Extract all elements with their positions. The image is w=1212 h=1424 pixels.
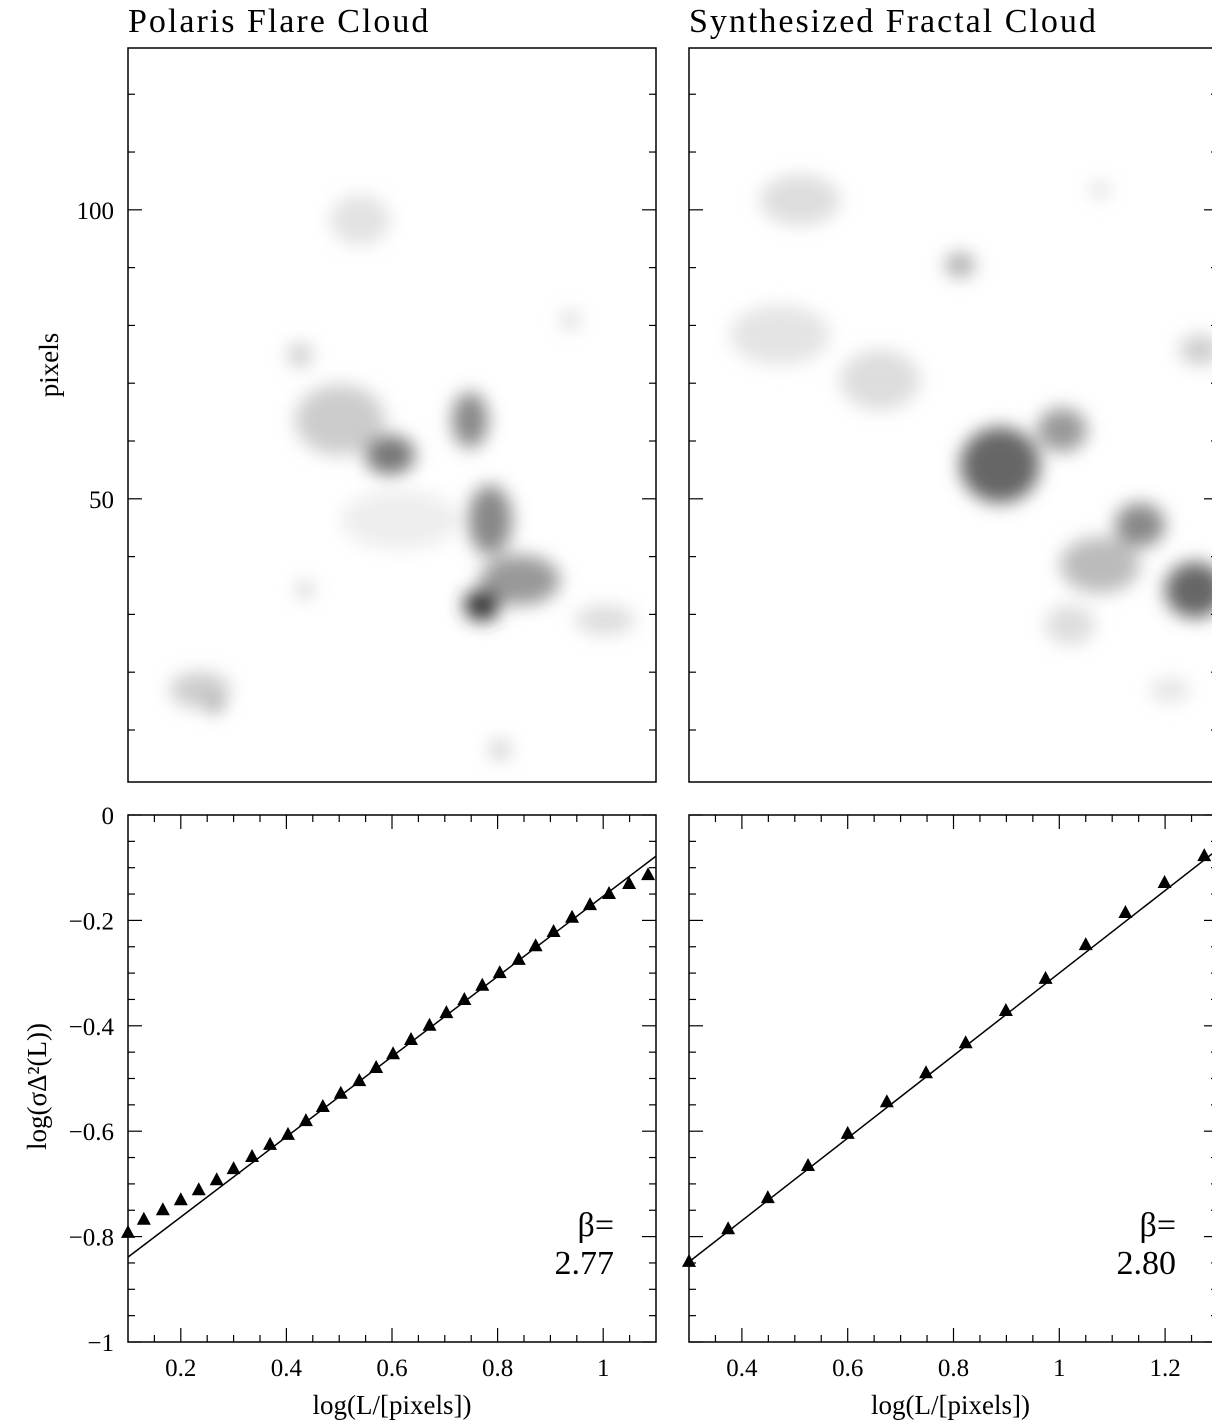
triangle-marker xyxy=(245,1149,260,1163)
triangle-marker xyxy=(682,1253,696,1267)
triangle-marker xyxy=(528,938,543,952)
triangle-marker xyxy=(155,1202,170,1216)
triangle-marker xyxy=(1078,937,1093,951)
cloud-image xyxy=(170,195,635,760)
triangle-marker xyxy=(457,991,472,1005)
triangle-marker xyxy=(622,876,637,890)
triangle-marker xyxy=(641,867,656,881)
x-tick-label: 0.8 xyxy=(938,1355,969,1382)
triangle-marker xyxy=(958,1035,973,1049)
triangle-marker xyxy=(583,897,597,911)
annotation: 2.80 xyxy=(1117,1245,1177,1282)
triangle-marker xyxy=(191,1182,206,1196)
triangle-marker xyxy=(879,1094,894,1108)
triangle-marker xyxy=(840,1125,855,1139)
triangle-marker xyxy=(263,1136,278,1150)
x-tick-label: 0.6 xyxy=(376,1355,407,1382)
annotation: β= xyxy=(1140,1207,1176,1244)
triangle-marker xyxy=(209,1172,224,1186)
panel-title: Synthesized Fractal Cloud xyxy=(689,3,1098,40)
triangle-marker xyxy=(760,1190,775,1204)
triangle-marker xyxy=(511,951,526,965)
triangle-marker xyxy=(1157,874,1172,888)
triangle-marker xyxy=(386,1046,401,1060)
triangle-marker xyxy=(352,1073,367,1087)
x-axis-label: log(L/[pixels]) xyxy=(313,1390,472,1420)
triangle-marker xyxy=(404,1032,419,1046)
triangle-marker xyxy=(280,1126,295,1140)
y-tick-label: 0 xyxy=(102,803,115,830)
triangle-marker xyxy=(136,1211,151,1225)
triangle-marker xyxy=(475,977,490,991)
fit-line xyxy=(688,852,1212,1263)
triangle-marker xyxy=(121,1224,135,1238)
triangle-marker xyxy=(1118,905,1133,919)
annotation: β= xyxy=(578,1207,614,1244)
panel-frame xyxy=(127,47,657,783)
triangle-marker xyxy=(565,909,580,923)
triangle-marker xyxy=(298,1113,313,1127)
panel-frame xyxy=(688,47,1212,783)
annotation: 2.77 xyxy=(555,1245,615,1282)
y-axis-label: log(σΔ²(L)) xyxy=(22,1023,52,1150)
y-tick-label: −0.8 xyxy=(69,1225,114,1252)
triangle-marker xyxy=(173,1192,188,1206)
triangle-marker xyxy=(1038,970,1053,984)
x-tick-label: 0.2 xyxy=(165,1355,196,1382)
y-axis-label: pixels xyxy=(34,333,64,398)
x-tick-label: 1.2 xyxy=(1149,1355,1180,1382)
x-tick-label: 0.8 xyxy=(482,1355,513,1382)
triangle-marker xyxy=(315,1098,330,1112)
x-tick-label: 1 xyxy=(597,1355,610,1382)
triangle-marker xyxy=(422,1017,437,1031)
triangle-marker xyxy=(492,965,507,979)
triangle-marker xyxy=(226,1161,241,1175)
y-tick-label: −0.6 xyxy=(69,1119,114,1146)
x-axis-label: log(L/[pixels]) xyxy=(871,1390,1030,1420)
cloud-image xyxy=(730,175,1212,702)
triangle-marker xyxy=(333,1085,348,1099)
triangle-marker xyxy=(801,1157,816,1171)
y-tick-label: 100 xyxy=(77,198,115,225)
x-tick-label: 0.4 xyxy=(726,1355,758,1382)
y-tick-label: −1 xyxy=(87,1330,114,1357)
triangle-marker xyxy=(721,1221,736,1235)
fit-line xyxy=(127,855,657,1258)
panel-title: Polaris Flare Cloud xyxy=(128,3,430,40)
x-tick-label: 0.4 xyxy=(271,1355,303,1382)
triangle-marker xyxy=(546,923,561,937)
triangle-marker xyxy=(439,1005,454,1019)
x-tick-label: 0.6 xyxy=(832,1355,863,1382)
x-tick-label: 1 xyxy=(1053,1355,1066,1382)
y-tick-label: −0.2 xyxy=(69,908,114,935)
y-tick-label: −0.4 xyxy=(69,1014,115,1041)
y-tick-label: 50 xyxy=(89,487,114,514)
triangle-marker xyxy=(369,1059,384,1073)
